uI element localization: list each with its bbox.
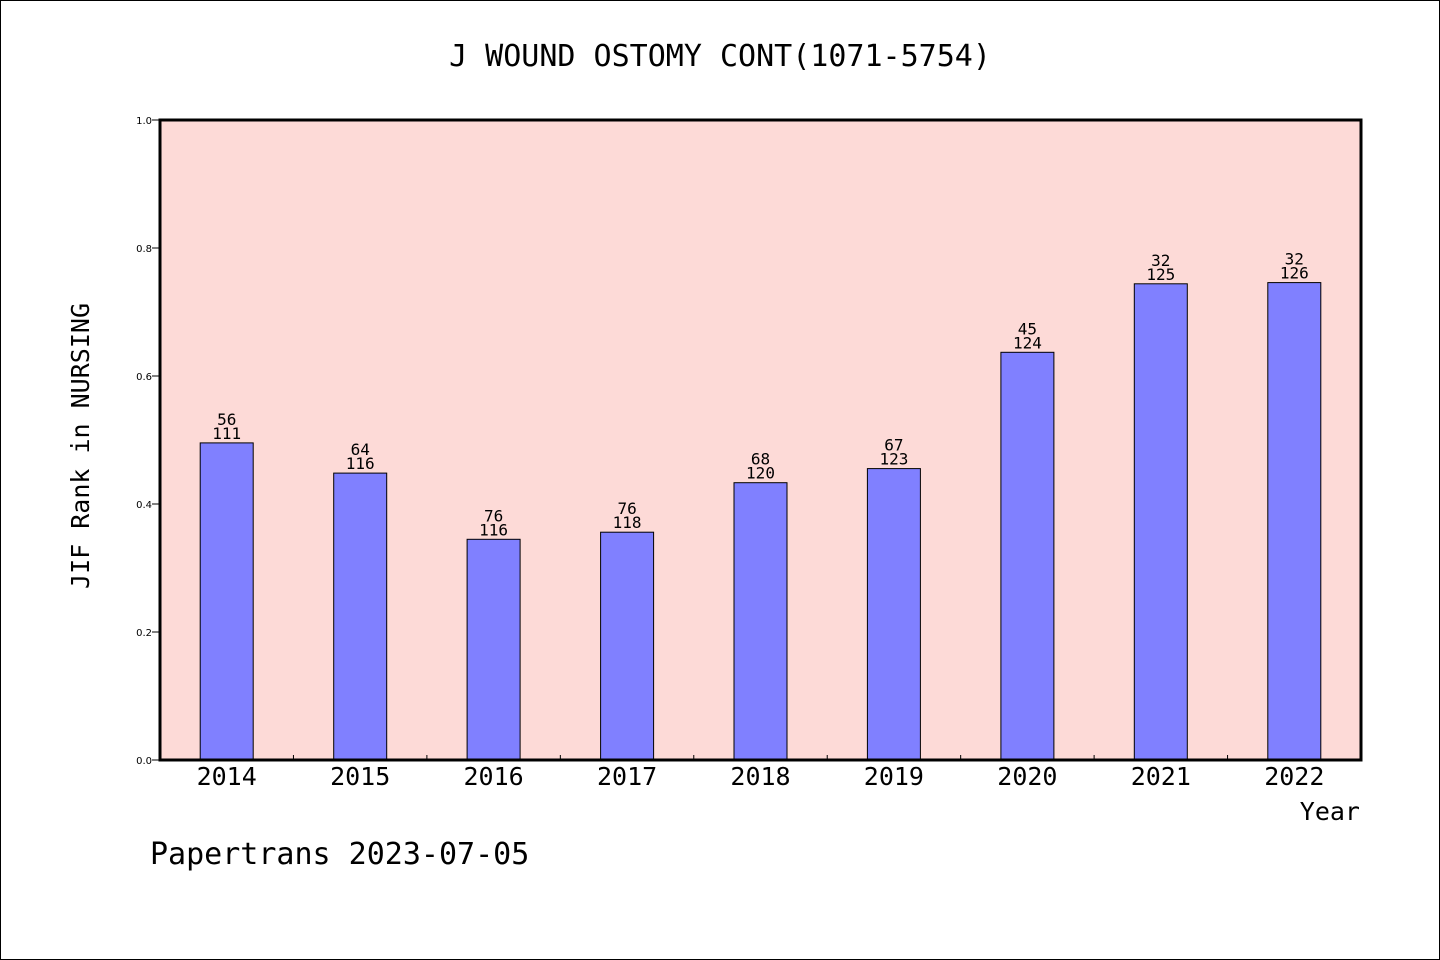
bar-rank-label-2021: 32 [1151,251,1170,270]
x-tick-label-2017: 2017 [597,762,657,791]
y-tick-label: 0.4 [136,500,152,511]
bar-total-label-2021: 125 [1146,265,1175,284]
x-tick-label-2016: 2016 [463,762,523,791]
bar-rank-label-2014: 56 [217,410,236,429]
bar-total-label-2016: 116 [479,520,508,539]
y-axis: 0.0 0.2 0.4 0.6 0.8 1.0 [136,116,160,767]
bar-2015 [333,472,388,761]
x-tick-label-2015: 2015 [330,762,390,791]
x-tick-label-2021: 2021 [1131,762,1191,791]
x-tick-label-2022: 2022 [1264,762,1324,791]
y-tick-label: 0.8 [136,244,152,255]
bar-rank-label-2020: 45 [1018,319,1037,338]
x-axis-label: Year [1300,797,1360,826]
y-tick-label: 0.2 [136,628,152,639]
bar-2018 [733,482,788,761]
bar-rank-label-2017: 76 [617,499,636,518]
y-tick-label: 0.0 [136,756,152,767]
bar-rank-label-2019: 67 [884,436,903,455]
bar-rank-label-2022: 32 [1285,250,1304,269]
plot-border [158,118,1363,762]
footer-text: Papertrans 2023-07-05 [150,837,529,872]
y-tick-label: 1.0 [136,116,152,127]
bar-total-label-2017: 118 [613,513,642,532]
bar-2020 [1000,351,1055,761]
bar-rank-label-2018: 68 [751,450,770,469]
bar-2021 [1133,283,1188,761]
bar-rank-label-2016: 76 [484,506,503,525]
bar-2016 [466,538,521,761]
bars-group: 5611164116761167611868120671234512432125… [199,250,1322,761]
bar-total-label-2014: 111 [212,424,241,443]
x-tick-label-2019: 2019 [864,762,924,791]
bar-2014 [199,442,254,761]
bar-total-label-2018: 120 [746,464,775,483]
bar-rank-label-2015: 64 [351,440,370,459]
x-tick-label-2020: 2020 [997,762,1057,791]
y-tick-label: 0.6 [136,372,152,383]
bar-total-label-2019: 123 [879,450,908,469]
bar-total-label-2015: 116 [346,454,375,473]
x-axis: 2014 2015 2016 2017 2018 2019 2020 2021 2022 [197,755,1324,791]
x-tick-label-2014: 2014 [197,762,257,791]
y-axis-label: JIF Rank in NURSING [66,303,95,589]
x-tick-label-2018: 2018 [730,762,790,791]
bar-2017 [600,531,655,761]
bar-2019 [866,468,921,761]
chart-title: J WOUND OSTOMY CONT(1071-5754) [449,39,991,74]
bar-total-label-2020: 124 [1013,333,1042,352]
bar-total-label-2022: 126 [1280,264,1309,283]
bar-2022 [1267,282,1322,761]
